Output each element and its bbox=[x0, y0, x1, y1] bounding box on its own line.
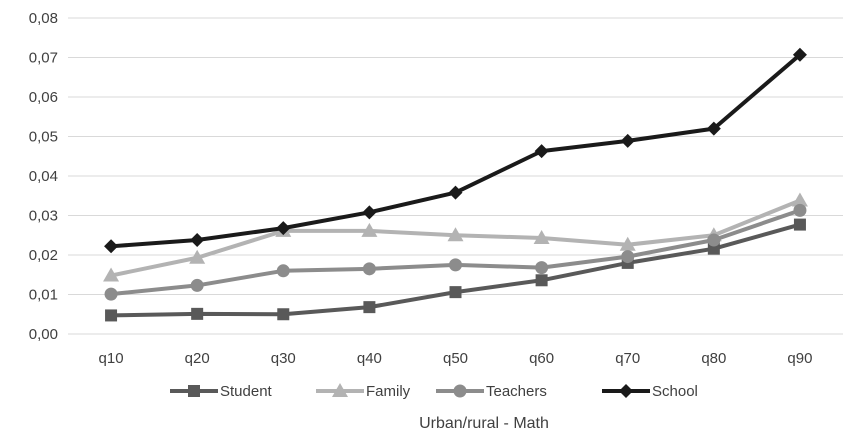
data-point-family bbox=[533, 230, 550, 245]
x-tick-label: q40 bbox=[357, 350, 382, 367]
legend-label-teachers: Teachers bbox=[486, 383, 547, 400]
x-axis-ticks: q10 q20 q30 q40 q50 q60 q70 q80 q90 bbox=[99, 350, 813, 367]
data-point-family bbox=[447, 227, 464, 242]
data-point-student bbox=[191, 307, 204, 320]
data-point-family bbox=[619, 236, 636, 251]
y-tick-label: 0,03 bbox=[29, 208, 58, 225]
data-point-family bbox=[189, 249, 206, 264]
series-teachers bbox=[104, 203, 807, 301]
legend-label-student: Student bbox=[220, 383, 273, 400]
x-tick-label: q80 bbox=[701, 350, 726, 367]
data-point-teachers bbox=[449, 258, 462, 272]
legend-item-school: School bbox=[602, 383, 698, 400]
x-tick-label: q50 bbox=[443, 350, 468, 367]
y-tick-label: 0,04 bbox=[29, 168, 58, 185]
x-tick-label: q30 bbox=[271, 350, 296, 367]
data-point-school bbox=[104, 239, 119, 254]
data-point-teachers bbox=[707, 233, 721, 247]
x-tick-label: q90 bbox=[787, 350, 812, 367]
data-point-teachers bbox=[276, 264, 290, 278]
y-tick-label: 0,06 bbox=[29, 89, 58, 106]
legend: Student Family Teachers School bbox=[170, 383, 698, 400]
series-line-school bbox=[110, 53, 802, 249]
y-tick-label: 0,05 bbox=[29, 129, 58, 146]
data-point-family bbox=[361, 222, 378, 237]
legend-item-student: Student bbox=[170, 383, 273, 400]
data-point-student bbox=[535, 274, 548, 287]
y-tick-label: 0,07 bbox=[29, 50, 58, 67]
data-point-student bbox=[449, 286, 462, 299]
series-student bbox=[105, 218, 806, 322]
legend-label-family: Family bbox=[366, 383, 411, 400]
data-point-teachers bbox=[621, 250, 635, 264]
data-point-family bbox=[103, 267, 120, 282]
data-point-student bbox=[277, 308, 290, 321]
data-point-school bbox=[448, 185, 463, 200]
data-point-teachers bbox=[190, 278, 204, 292]
legend-marker-family bbox=[332, 383, 348, 397]
data-point-school bbox=[190, 232, 205, 247]
data-point-student bbox=[105, 309, 118, 322]
series-school bbox=[104, 47, 807, 254]
legend-marker-student bbox=[188, 385, 200, 397]
data-point-teachers bbox=[104, 287, 118, 301]
x-tick-label: q70 bbox=[615, 350, 640, 367]
data-point-school bbox=[620, 133, 635, 148]
legend-marker-school bbox=[619, 384, 633, 398]
data-point-school bbox=[706, 121, 721, 136]
data-point-student bbox=[363, 301, 376, 314]
x-tick-label: q10 bbox=[99, 350, 124, 367]
data-point-teachers bbox=[362, 262, 376, 276]
legend-marker-teachers bbox=[453, 384, 467, 398]
data-point-family bbox=[791, 192, 808, 207]
y-tick-label: 0,08 bbox=[29, 10, 58, 27]
y-axis-ticks: 0,00 0,01 0,02 0,03 0,04 0,05 0,06 0,07 0,08 bbox=[29, 10, 58, 343]
y-tick-label: 0,00 bbox=[29, 326, 58, 343]
x-tick-label: q20 bbox=[185, 350, 210, 367]
series-layer bbox=[103, 47, 808, 322]
data-point-school bbox=[792, 47, 807, 62]
y-tick-label: 0,02 bbox=[29, 247, 58, 264]
x-axis-label: Urban/rural - Math bbox=[419, 415, 549, 432]
data-point-teachers bbox=[793, 203, 807, 217]
legend-item-teachers: Teachers bbox=[436, 383, 547, 400]
data-point-school bbox=[276, 221, 291, 236]
legend-item-family: Family bbox=[316, 383, 411, 400]
data-point-school bbox=[534, 144, 549, 159]
x-tick-label: q60 bbox=[529, 350, 554, 367]
data-point-school bbox=[362, 205, 377, 220]
y-tick-label: 0,01 bbox=[29, 287, 58, 304]
data-point-student bbox=[793, 218, 806, 231]
legend-label-school: School bbox=[652, 383, 698, 400]
data-point-teachers bbox=[535, 261, 549, 275]
